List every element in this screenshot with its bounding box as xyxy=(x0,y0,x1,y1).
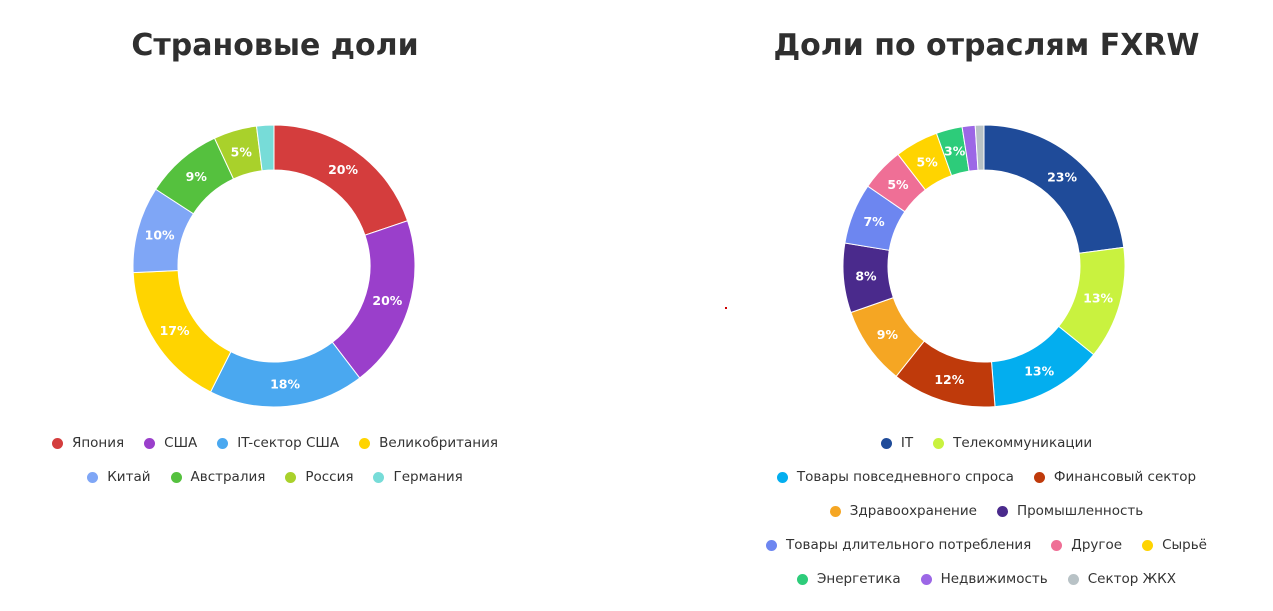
legend-item[interactable]: США xyxy=(144,435,197,451)
legend-swatch-icon xyxy=(87,471,99,483)
donut-slice xyxy=(974,124,985,171)
chart-legend: IT Телекоммуникации Товары повседневного с… xyxy=(700,430,1273,600)
legend-swatch-icon xyxy=(797,573,808,585)
legend-item[interactable]: Германия xyxy=(373,469,463,485)
legend-swatch-icon xyxy=(217,437,229,449)
legend-swatch-icon xyxy=(1033,471,1045,483)
legend-label: Товары длительного потребления xyxy=(786,537,1032,553)
slice-label: 20% xyxy=(372,293,402,308)
slice-label: 23% xyxy=(1047,169,1077,184)
legend-label: Здравоохранение xyxy=(849,503,977,519)
donut-chart: 23% 13% 13% 12% 9% 8% 7% 5% 5% 3% xyxy=(842,124,1126,408)
legend-label: Недвижимость xyxy=(940,571,1048,587)
legend-swatch-icon xyxy=(829,505,841,517)
legend-swatch-icon xyxy=(933,437,945,449)
legend-label: Финансовый сектор xyxy=(1053,469,1197,485)
legend-item[interactable]: Япония xyxy=(51,435,125,451)
legend-item[interactable]: Товары длительного потребления xyxy=(766,537,1031,553)
legend-item[interactable]: Телекоммуникации xyxy=(933,435,1092,451)
legend-label: Сырьё xyxy=(1162,537,1207,553)
legend-swatch-icon xyxy=(920,573,932,585)
donut-slice xyxy=(209,341,361,408)
legend-label: IT-сектор США xyxy=(237,435,340,451)
legend-label: Китай xyxy=(107,469,151,485)
legend-label: IT xyxy=(900,435,914,451)
slice-label: 13% xyxy=(1083,291,1113,306)
legend-item[interactable]: Промышленность xyxy=(996,503,1144,519)
slice-label: 5% xyxy=(887,177,909,192)
legend-row: Китай Австралия Россия Германия xyxy=(0,464,550,490)
slice-label: 17% xyxy=(160,323,190,338)
slice-label: 5% xyxy=(917,155,939,170)
slice-label: 3% xyxy=(944,144,966,159)
legend-label: Энергетика xyxy=(817,571,901,587)
legend-row: Япония США IT-сектор США Великобритания xyxy=(0,430,550,456)
slice-label: 18% xyxy=(270,376,300,391)
chart-country-shares: Страновые доли 20% 20% 18% 17% 10% 9% 5% Япони… xyxy=(0,0,550,611)
legend-swatch-icon xyxy=(766,539,778,551)
chart-sector-shares: Доли по отраслям FXRW 23% 13% 13% 12% 9% 8% 7%… xyxy=(700,0,1273,611)
legend-item[interactable]: Россия xyxy=(285,469,353,485)
slice-label: 9% xyxy=(186,169,208,184)
stray-mark xyxy=(725,307,727,309)
legend-label: Другое xyxy=(1071,537,1123,553)
legend-label: Великобритания xyxy=(379,435,499,451)
legend-item[interactable]: Финансовый сектор xyxy=(1033,469,1197,485)
legend-item[interactable]: Недвижимость xyxy=(920,571,1048,587)
slice-label: 12% xyxy=(934,372,964,387)
legend-swatch-icon xyxy=(1142,539,1154,551)
legend-row: Товары длительного потребления Другое Сырь… xyxy=(700,532,1273,558)
donut-slice xyxy=(983,124,1125,254)
slice-label: 8% xyxy=(855,269,877,284)
legend-swatch-icon xyxy=(51,437,63,449)
legend-row: Товары повседневного спроса Финансовый се… xyxy=(700,464,1273,490)
legend-row: IT Телекоммуникации xyxy=(700,430,1273,456)
legend-swatch-icon xyxy=(1067,573,1079,585)
legend-swatch-icon xyxy=(1051,539,1063,551)
slice-label: 13% xyxy=(1024,363,1054,378)
legend-label: Сектор ЖКХ xyxy=(1087,571,1176,587)
legend-item[interactable]: Энергетика xyxy=(797,571,901,587)
legend-label: США xyxy=(164,435,198,451)
legend-item[interactable]: Австралия xyxy=(170,469,266,485)
legend-item[interactable]: IT-сектор США xyxy=(217,435,339,451)
legend-row: Здравоохранение Промышленность xyxy=(700,498,1273,524)
legend-row: Энергетика Недвижимость Сектор ЖКХ xyxy=(700,566,1273,592)
legend-label: Россия xyxy=(305,469,354,485)
slice-label: 9% xyxy=(877,327,899,342)
slice-label: 5% xyxy=(231,145,253,160)
legend-label: Товары повседневного спроса xyxy=(796,469,1014,485)
chart-title: Страновые доли xyxy=(131,28,419,63)
legend-item[interactable]: Великобритания xyxy=(359,435,498,451)
legend-item[interactable]: Товары повседневного спроса xyxy=(776,469,1014,485)
legend-swatch-icon xyxy=(285,471,297,483)
legend-label: Япония xyxy=(71,435,125,451)
donut-chart: 20% 20% 18% 17% 10% 9% 5% xyxy=(132,124,416,408)
donut-slice xyxy=(255,124,275,172)
legend-label: Германия xyxy=(393,469,463,485)
legend-label: Промышленность xyxy=(1016,503,1144,519)
legend-swatch-icon xyxy=(776,471,788,483)
legend-swatch-icon xyxy=(996,505,1008,517)
legend-swatch-icon xyxy=(144,437,156,449)
legend-item[interactable]: Здравоохранение xyxy=(829,503,977,519)
legend-label: Телекоммуникации xyxy=(953,435,1093,451)
legend-item[interactable]: Сектор ЖКХ xyxy=(1067,571,1176,587)
legend-swatch-icon xyxy=(359,437,371,449)
slice-label: 7% xyxy=(863,214,885,229)
legend-swatch-icon xyxy=(880,437,892,449)
legend-swatch-icon xyxy=(373,471,385,483)
chart-legend: Япония США IT-сектор США Великобритания Кита… xyxy=(0,430,550,498)
slice-label: 20% xyxy=(328,162,358,177)
legend-item[interactable]: Другое xyxy=(1051,537,1122,553)
legend-item[interactable]: Китай xyxy=(87,469,151,485)
legend-item[interactable]: IT xyxy=(880,435,914,451)
legend-item[interactable]: Сырьё xyxy=(1142,537,1207,553)
legend-swatch-icon xyxy=(170,471,182,483)
legend-label: Австралия xyxy=(190,469,266,485)
chart-title: Доли по отраслям FXRW xyxy=(773,28,1200,63)
donut-slice xyxy=(273,124,409,236)
slice-label: 10% xyxy=(145,228,175,243)
